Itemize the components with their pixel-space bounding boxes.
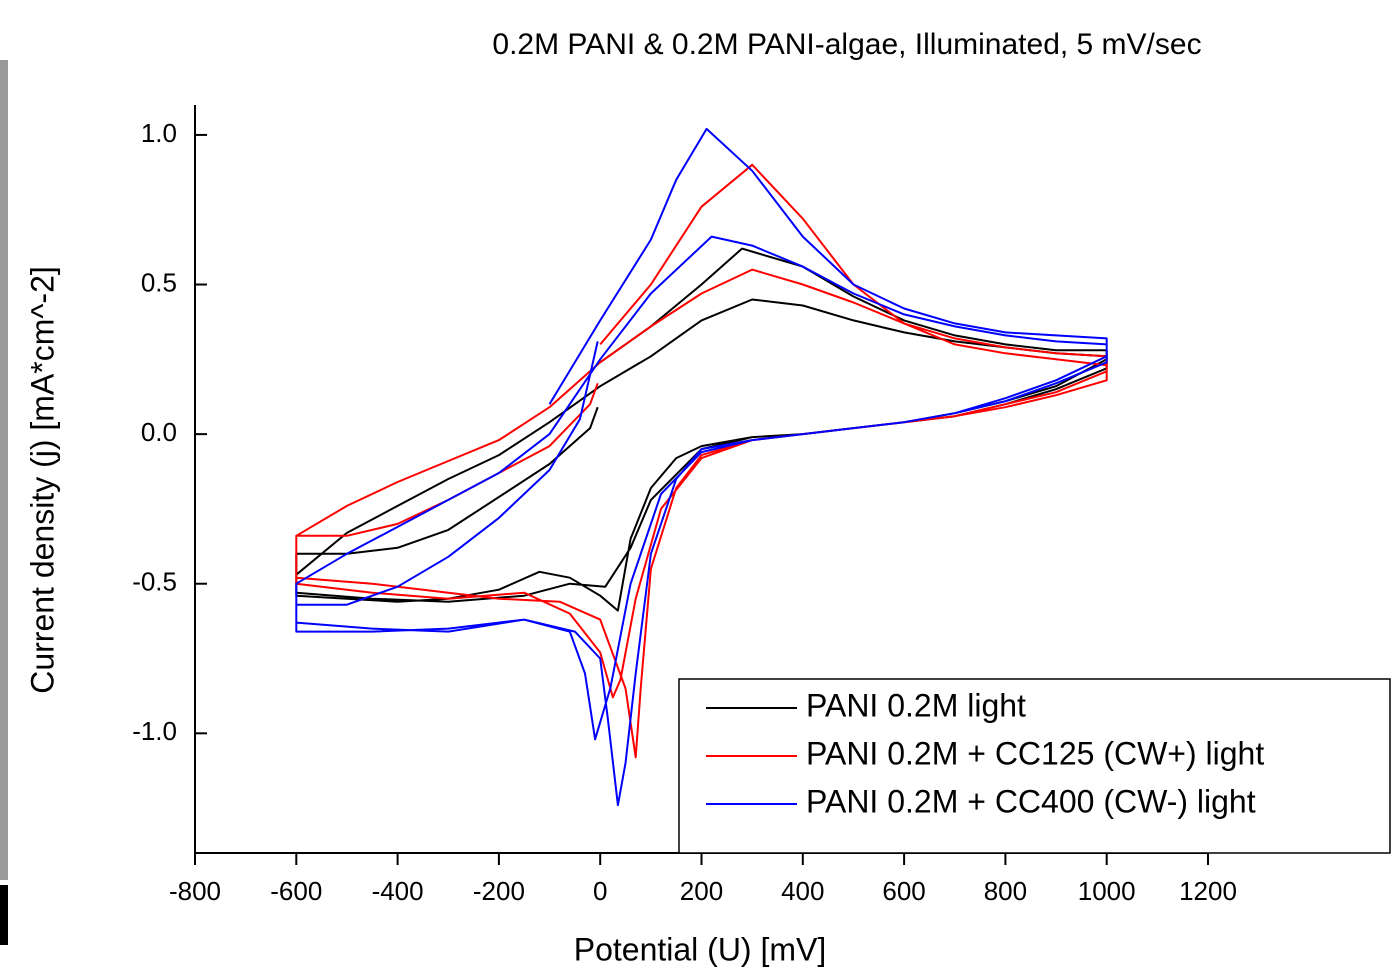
x-tick-label: -600: [270, 876, 322, 906]
y-tick-label: 0.0: [141, 417, 177, 447]
x-tick-label: -400: [372, 876, 424, 906]
x-tick-label: 0: [593, 876, 607, 906]
series-line: [295, 127, 1108, 807]
x-tick-label: 800: [984, 876, 1027, 906]
series-line: [295, 163, 1108, 759]
legend-label: PANI 0.2M + CC125 (CW+) light: [806, 735, 1264, 771]
x-tick-label: 400: [781, 876, 824, 906]
x-tick-label: 600: [882, 876, 925, 906]
legend-label: PANI 0.2M light: [806, 687, 1026, 723]
legend: PANI 0.2M light PANI 0.2M + CC125 (CW+) l…: [678, 678, 1391, 854]
x-tick-label: -200: [473, 876, 525, 906]
x-tick-label: 200: [680, 876, 723, 906]
x-tick-label: 1000: [1078, 876, 1136, 906]
x-axis-label: Potential (U) [mV]: [574, 931, 827, 967]
series-line: [295, 247, 1108, 612]
x-tick-label: 1200: [1179, 876, 1237, 906]
chart-title: 0.2M PANI & 0.2M PANI-algae, Illuminated…: [492, 28, 1201, 61]
side-strip: [0, 60, 8, 880]
y-tick-label: -1.0: [132, 716, 177, 746]
legend-label: PANI 0.2M + CC400 (CW-) light: [806, 783, 1256, 819]
legend-box: [678, 678, 1391, 854]
y-tick-label: -0.5: [132, 567, 177, 597]
x-tick-label: -800: [169, 876, 221, 906]
y-tick-label: 0.5: [141, 267, 177, 297]
y-axis-label: Current density (j) [mA*cm^-2]: [24, 266, 60, 694]
y-tick-label: 1.0: [141, 118, 177, 148]
side-strip-dark: [0, 885, 8, 945]
